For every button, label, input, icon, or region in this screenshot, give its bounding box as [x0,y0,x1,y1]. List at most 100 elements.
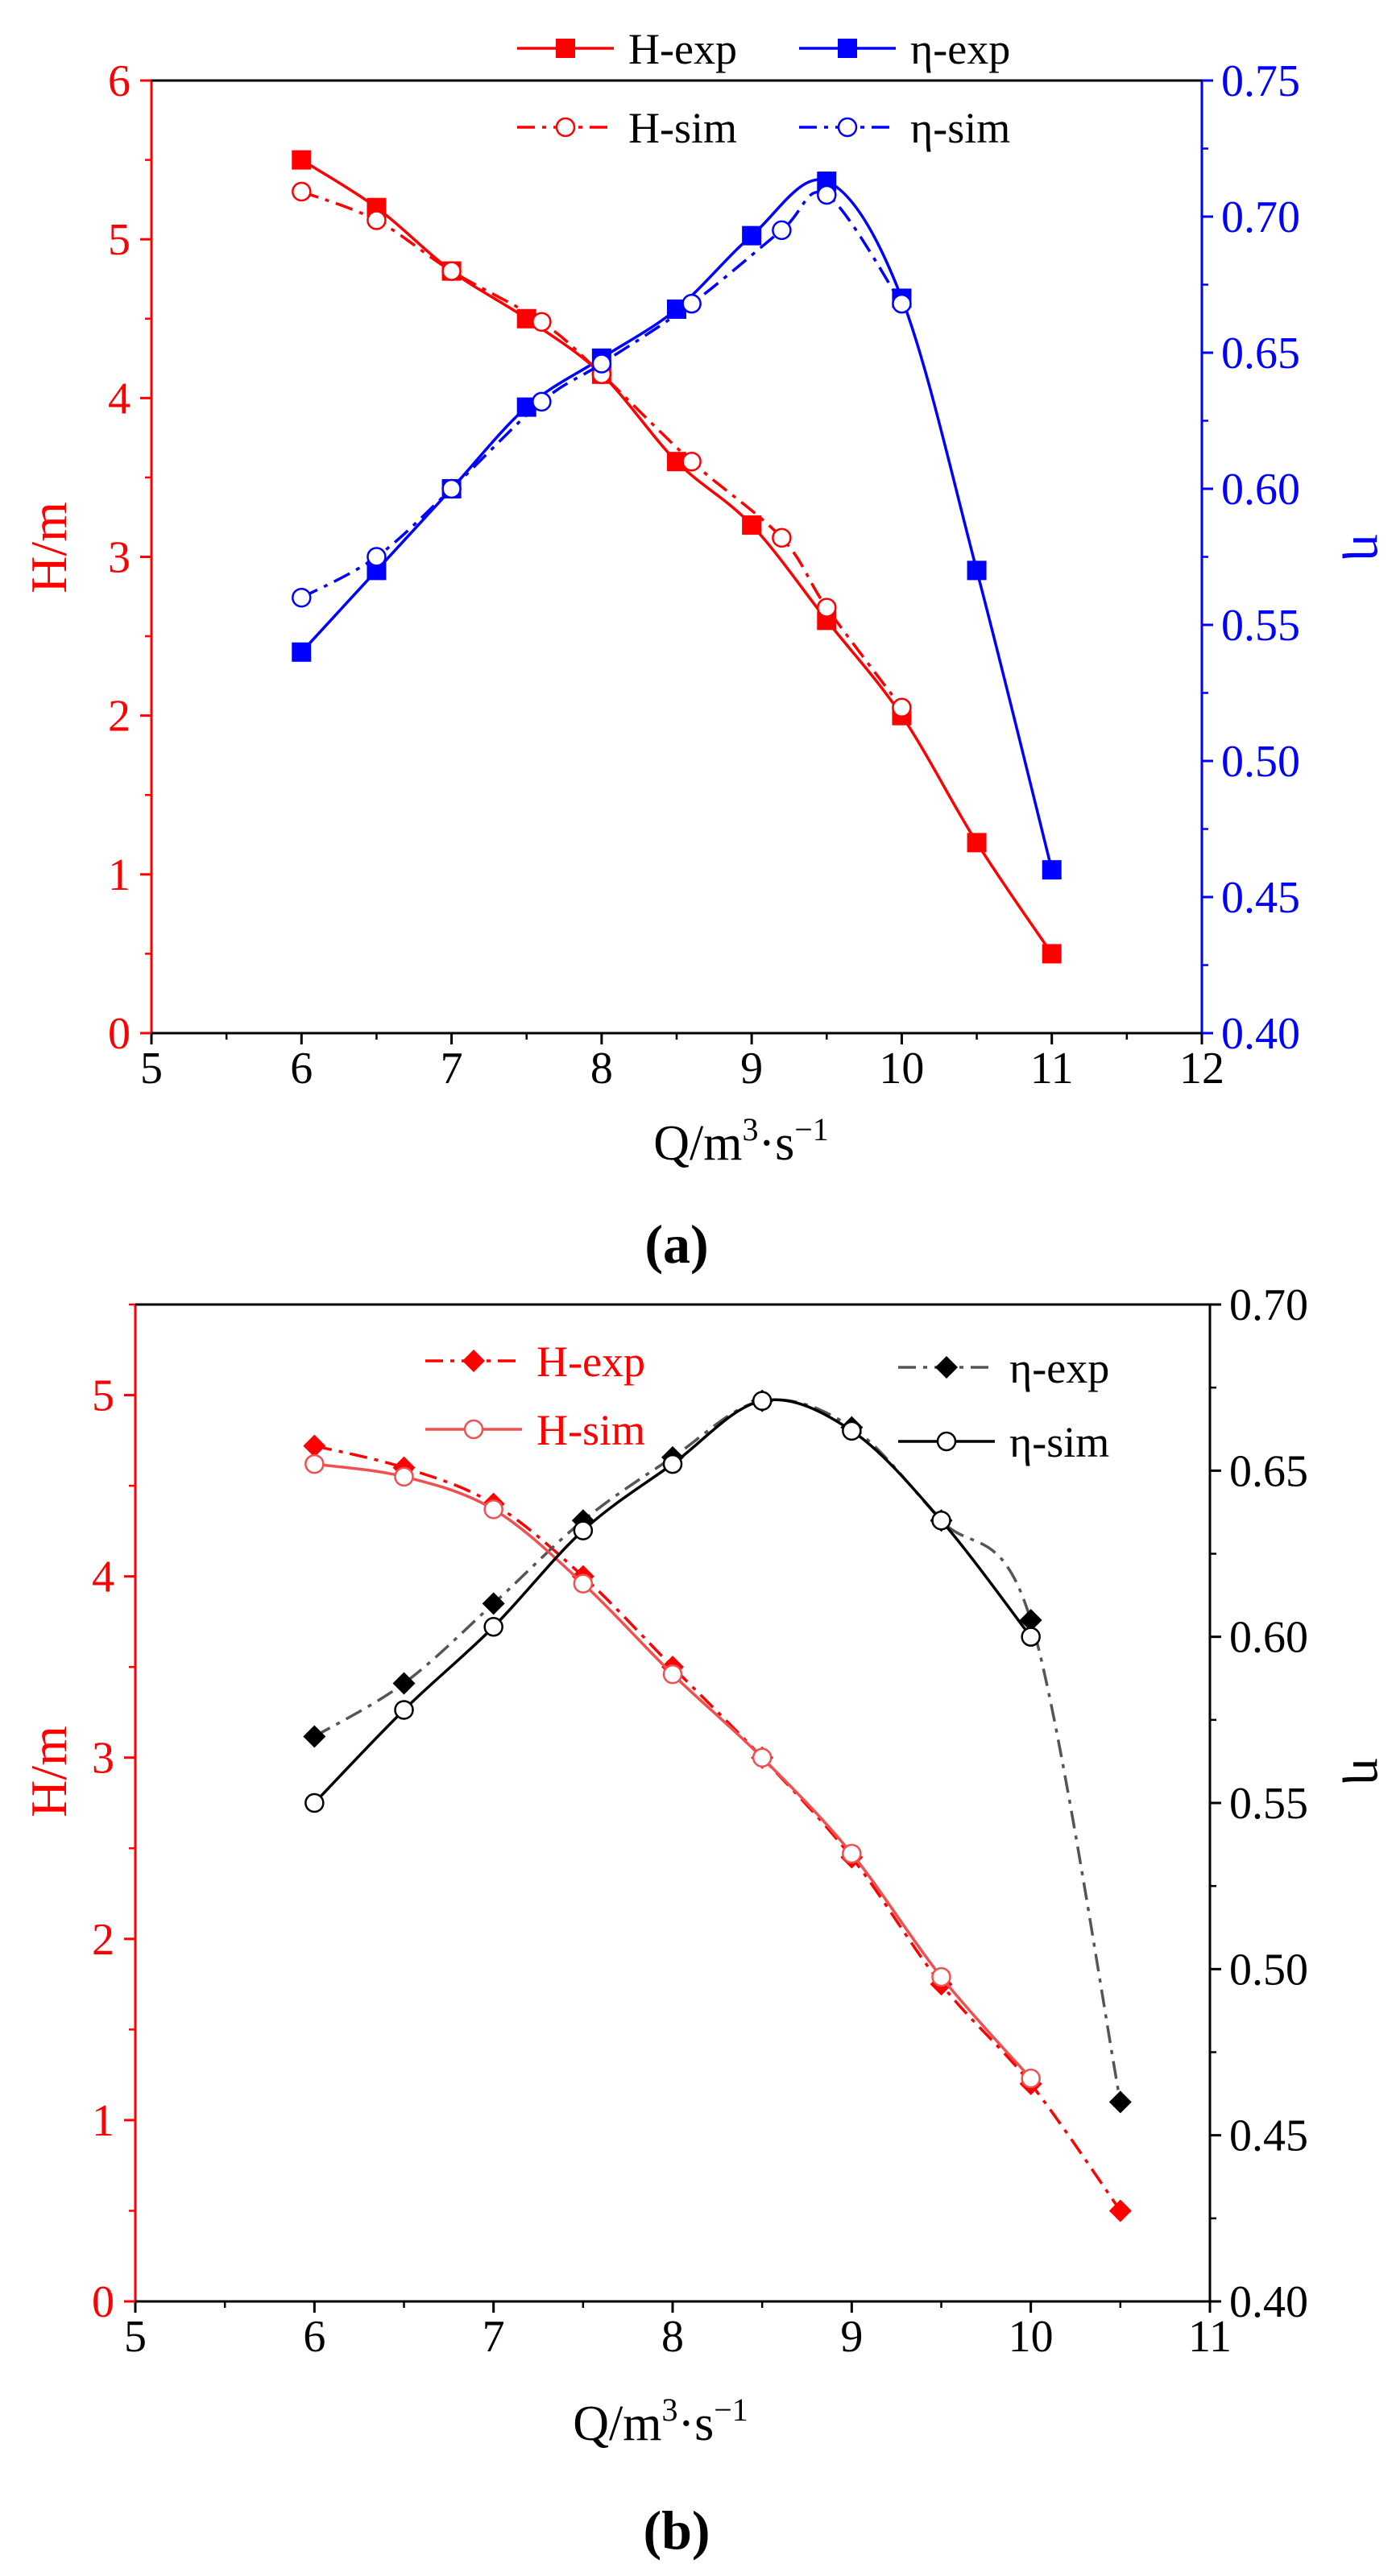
b-y-right-tick-label: 0.55 [1229,1779,1308,1829]
a-x-tick-label: 6 [290,1044,313,1094]
b-point-H-sim [394,1466,414,1487]
chart-a-x-label-exp2: −1 [794,1111,829,1147]
b-point-η-sim [752,1391,773,1411]
a-point-H-sim [441,261,462,281]
b-point-η-exp [303,1725,326,1748]
b-y-left-tick-label: 1 [92,2096,114,2146]
b-point-η-sim [394,1700,414,1720]
a-point-η-sim [892,293,912,314]
a-x-tick-label: 9 [740,1044,763,1094]
a-point-H-sim [367,210,387,230]
a-x-tick-label: 12 [1179,1044,1224,1094]
a-point-η-exp [1042,860,1062,880]
chart-b-axes: 5 6 7 8 9 10 11 0 1 2 3 4 5 0.40 0.45 0.50 0.55 0.60 0.65 0… [92,1280,1308,2362]
panel-b-label: (b) [643,2500,710,2561]
a-y-right-tick-label: 0.45 [1221,873,1300,923]
b-point-η-sim [483,1617,503,1637]
b-line-H-sim [314,1462,1032,2080]
a-x-tick-label: 7 [441,1044,463,1094]
chart-b-x-label-exp2: −1 [714,2392,748,2428]
a-point-η-exp [292,642,312,662]
b-x-tick-label: 6 [303,2312,325,2362]
b-point-H-exp [1108,2199,1132,2222]
chart-b-legend: H-exp η-exp H-sim η-sim [425,1338,1109,1466]
a-point-η-exp [967,560,987,581]
b-line-η-exp [313,1398,1122,2103]
a-point-H-sim [817,597,837,618]
a-legend-item: η-sim [799,104,1010,152]
b-point-η-exp [1019,1609,1042,1632]
a-legend-item: H-exp [517,25,737,73]
b-y-right-tick-label: 0.40 [1229,2277,1308,2327]
b-y-left-tick-label: 2 [92,1915,114,1965]
b-y-right-tick-label: 0.45 [1229,2111,1308,2161]
b-legend-swatch-marker [936,1431,957,1452]
b-series-η-exp [303,1389,1132,2114]
a-x-tick-label: 8 [590,1044,613,1094]
b-x-tick-label: 10 [1009,2312,1054,2362]
b-x-tick-label: 5 [124,2312,147,2362]
chart-a-series [292,150,1062,964]
b-x-tick-label: 7 [483,2312,505,2362]
b-y-left-tick-label: 0 [92,2277,114,2327]
b-point-η-sim [1021,1627,1041,1647]
b-y-left-tick-label: 5 [92,1371,114,1421]
b-x-tick-label: 11 [1188,2312,1232,2362]
a-y-left-tick-label: 5 [108,215,130,265]
a-y-right-tick-label: 0.75 [1221,56,1300,106]
a-x-tick-label: 10 [879,1044,924,1094]
chart-b-y-left-label: H/m [20,1726,77,1817]
a-legend-label: H-exp [628,25,737,73]
a-legend-swatch-marker [555,117,576,138]
b-point-H-sim [842,1843,862,1864]
chart-panel-a: 5 6 7 8 9 10 11 1201234560.400.450.500.550.600.… [20,25,1396,1275]
b-y-left-tick-label: 3 [92,1734,114,1784]
b-point-H-sim [304,1453,325,1474]
b-point-η-sim [842,1420,862,1441]
a-point-η-sim [292,587,312,608]
b-y-right-tick-label: 0.50 [1229,1945,1308,1995]
chart-a-x-label: Q/m3·s−1 [653,1111,829,1171]
b-y-right-tick-label: 0.65 [1229,1446,1308,1496]
a-y-right-tick-label: 0.50 [1221,737,1300,787]
a-point-H-exp [292,150,312,170]
a-y-left-tick-label: 1 [108,850,130,900]
b-point-H-sim [662,1664,683,1685]
a-line-H-exp [300,159,1054,955]
a-point-H-exp [967,833,987,853]
chart-a-axes: 5 6 7 8 9 10 11 1201234560.400.450.500.550.600.… [108,56,1300,1094]
chart-b-series [303,1389,1132,2222]
b-legend-item: H-sim [425,1406,645,1454]
chart-a-x-label-mid: ·s [758,1116,794,1171]
chart-a-x-label-main: Q/m [653,1116,742,1171]
b-point-η-exp [482,1592,505,1615]
a-y-left-tick-label: 4 [108,374,130,424]
chart-b-x-label-mid: ·s [677,2396,714,2451]
chart-a-x-label-exp1: 3 [742,1111,758,1147]
a-point-η-sim [681,293,702,314]
a-point-H-sim [292,181,312,202]
b-point-H-sim [1021,2068,1041,2089]
b-legend-swatch-marker [463,1419,484,1440]
b-legend-swatch-marker [462,1350,485,1372]
b-y-left-tick-label: 4 [92,1553,114,1602]
a-point-η-sim [591,354,612,374]
b-point-η-sim [304,1792,325,1813]
a-x-tick-label: 11 [1030,1044,1074,1094]
a-point-η-sim [817,184,837,205]
a-point-η-sim [441,478,462,499]
a-legend-label: H-sim [628,104,737,152]
b-series-H-sim [304,1453,1041,2089]
b-line-H-exp [313,1444,1122,2212]
a-legend-label: η-sim [910,104,1010,152]
b-point-η-sim [662,1453,683,1474]
b-point-H-sim [573,1573,594,1594]
b-legend-label: η-exp [1009,1344,1109,1392]
b-legend-item: η-sim [898,1418,1109,1466]
chart-panel-b: 5 6 7 8 9 10 11 0 1 2 3 4 5 0.40 0.45 0.50 0.55 0.60 0.65 0… [20,1280,1396,2561]
a-y-left-tick-label: 2 [108,692,130,742]
b-point-η-sim [573,1520,594,1540]
b-legend-item: η-exp [898,1344,1109,1392]
a-point-H-sim [681,451,702,472]
a-point-H-sim [892,697,912,718]
